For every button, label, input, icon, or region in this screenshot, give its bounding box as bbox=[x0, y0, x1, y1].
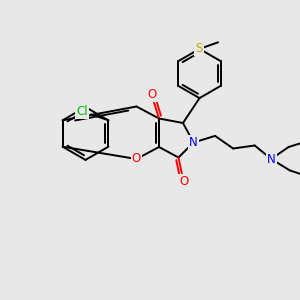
Text: O: O bbox=[148, 88, 157, 101]
Text: N: N bbox=[267, 152, 276, 166]
Text: O: O bbox=[179, 175, 188, 188]
Text: Cl: Cl bbox=[76, 105, 88, 118]
Text: N: N bbox=[189, 136, 198, 149]
Text: O: O bbox=[132, 152, 141, 166]
Text: S: S bbox=[195, 42, 203, 56]
